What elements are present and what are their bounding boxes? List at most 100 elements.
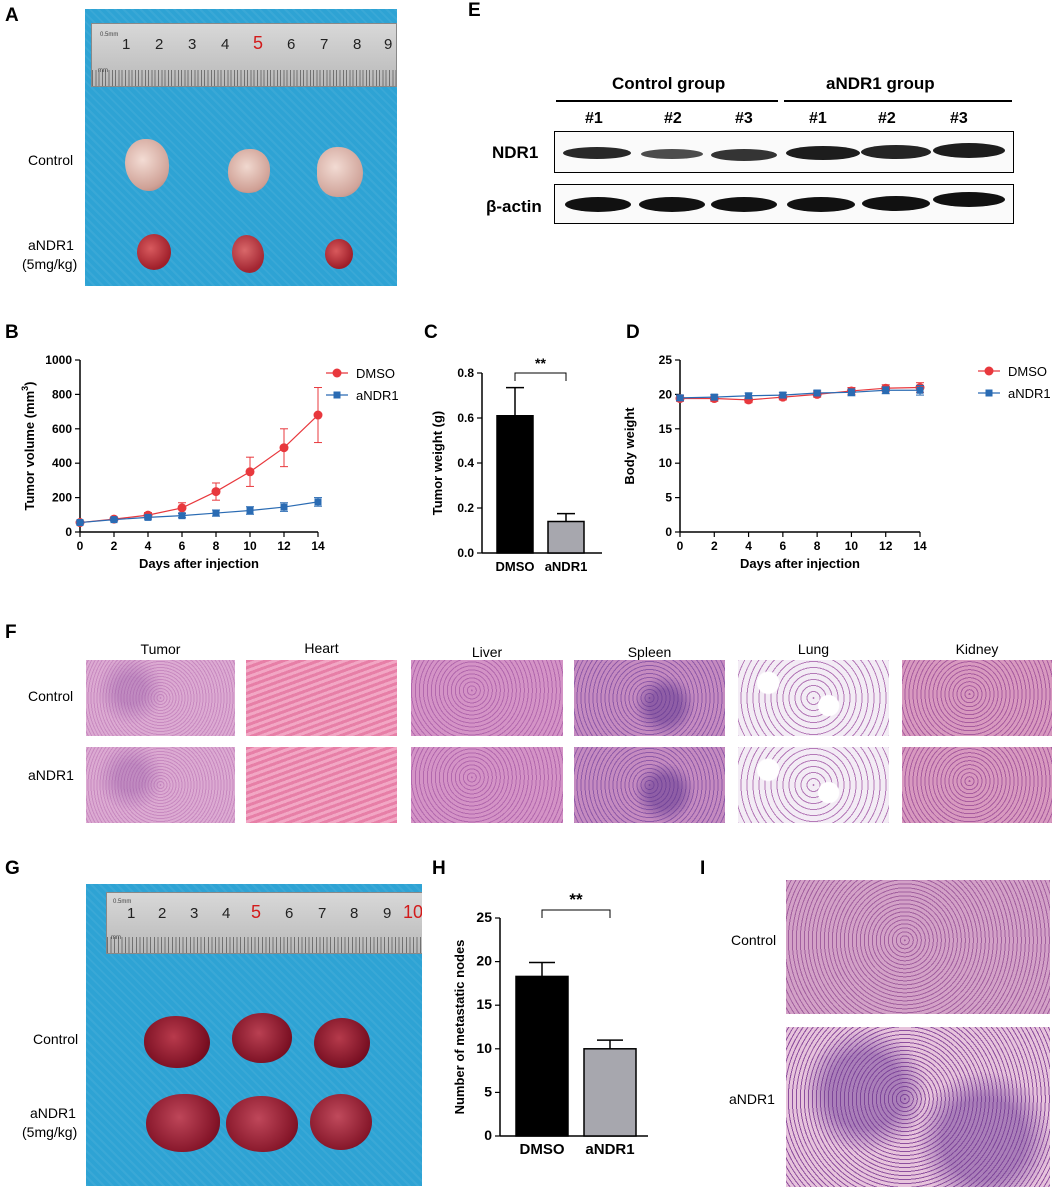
data-point xyxy=(279,443,289,453)
y-tick-label: 0.0 xyxy=(457,546,474,560)
chart-c: 0.0 0.2 0.4 0.6 0.8 DMSO aNDR1 ** Tumor weight (… xyxy=(430,355,602,574)
he-tissue-title: Tumor xyxy=(140,641,181,657)
he-tissue-title: Spleen xyxy=(627,644,672,660)
x-tick-label: 4 xyxy=(745,539,752,553)
x-tick-label: 14 xyxy=(311,539,325,553)
panel-a-row-control: Control xyxy=(28,152,74,168)
tumor-sample xyxy=(137,234,171,270)
he-image xyxy=(574,747,725,823)
y-tick-label: 5 xyxy=(484,1083,492,1099)
significance-label: ** xyxy=(535,355,546,371)
y-tick-label: 0.6 xyxy=(457,411,474,425)
wb-group-line xyxy=(556,100,778,102)
x-tick-label: 14 xyxy=(913,539,927,553)
panel-d-letter: D xyxy=(626,322,640,343)
panel-a-letter: A xyxy=(5,5,19,26)
bar xyxy=(547,520,585,554)
panel-g-row-andr1: aNDR1 xyxy=(30,1105,76,1121)
y-tick-label: 5 xyxy=(665,491,672,505)
he-tissue-title: Heart xyxy=(304,640,339,656)
wb-group-control: Control group xyxy=(612,74,726,93)
panel-f-row-andr1: aNDR1 xyxy=(28,767,74,783)
wb-row-ndr1: NDR1 xyxy=(492,143,539,162)
x-tick-label: 10 xyxy=(845,539,859,553)
he-image xyxy=(411,660,563,736)
he-image xyxy=(411,747,563,823)
x-tick-label: 10 xyxy=(243,539,257,553)
x-tick-label: 8 xyxy=(814,539,821,553)
y-tick-label: 600 xyxy=(52,422,72,436)
category-label: DMSO xyxy=(496,559,535,574)
legend-label: aNDR1 xyxy=(356,388,399,403)
data-point xyxy=(245,467,255,477)
y-axis-label: Tumor volume (mm3) xyxy=(20,381,37,510)
legend-label: aNDR1 xyxy=(1008,386,1051,401)
x-tick-label: 8 xyxy=(213,539,220,553)
ruler-number: 4 xyxy=(222,905,231,922)
y-tick-label: 200 xyxy=(52,491,72,505)
he-tissue-title: Lung xyxy=(797,641,830,657)
data-point xyxy=(676,394,684,402)
ruler-number: 5 xyxy=(253,33,264,53)
he-image-i-andr1 xyxy=(786,1027,1050,1187)
ruler-number: 3 xyxy=(188,36,197,53)
y-axis-label: Tumor weight (g) xyxy=(430,411,445,515)
data-point xyxy=(916,386,924,394)
data-point xyxy=(110,516,118,524)
data-point xyxy=(314,498,322,506)
legend-marker xyxy=(985,389,993,397)
wb-row-actin: β-actin xyxy=(486,197,542,216)
data-point xyxy=(847,388,855,396)
wb-actin-blot xyxy=(554,184,1014,224)
panel-g-row-andr1-dose: (5mg/kg) xyxy=(22,1124,78,1140)
data-point xyxy=(144,513,152,521)
ruler-number: 7 xyxy=(318,905,327,922)
data-point xyxy=(177,503,187,513)
panel-i-row-andr1: aNDR1 xyxy=(729,1091,775,1107)
he-image xyxy=(86,660,235,736)
chart-h: 0 5 10 15 20 25 DMSO aNDR1 ** Number of metastati… xyxy=(452,890,648,1158)
series-line xyxy=(79,501,319,524)
wb-lane-label: #1 xyxy=(585,110,603,127)
ruler-small-text: 0.5mm xyxy=(100,32,119,38)
ruler-number: 6 xyxy=(287,36,296,53)
he-image xyxy=(902,747,1052,823)
x-tick-label: 12 xyxy=(879,539,893,553)
legend-label: DMSO xyxy=(1008,364,1047,379)
y-axis-label: Number of metastatic nodes xyxy=(452,940,467,1115)
ruler-number: 6 xyxy=(285,905,294,922)
data-point xyxy=(882,386,890,394)
he-image xyxy=(86,747,235,823)
data-point xyxy=(779,391,787,399)
ruler-number: 5 xyxy=(251,902,262,922)
legend-marker xyxy=(333,391,341,399)
ruler-number: 8 xyxy=(353,36,362,53)
panel-h-letter: H xyxy=(432,858,446,879)
data-point xyxy=(313,410,323,420)
bar xyxy=(496,415,534,554)
wb-lane-label: #3 xyxy=(950,110,968,127)
panel-g-lung-photo: 0.5mm mm 1 2 3 4 5 6 7 8 9 10 xyxy=(86,884,422,1186)
significance-bracket xyxy=(541,909,611,918)
legend-label: DMSO xyxy=(356,366,395,381)
ruler-number: 8 xyxy=(350,905,359,922)
ruler-small-text: 0.5mm xyxy=(113,899,132,905)
x-tick-label: 6 xyxy=(780,539,787,553)
x-tick-label: 2 xyxy=(711,539,718,553)
x-tick-label: 2 xyxy=(111,539,118,553)
ruler-number: 10 xyxy=(403,902,422,922)
y-tick-label: 20 xyxy=(659,387,673,401)
data-point xyxy=(280,503,288,511)
ruler-number: 3 xyxy=(190,905,199,922)
y-tick-label: 0 xyxy=(665,525,672,539)
wb-lane-label: #3 xyxy=(735,110,753,127)
y-tick-label: 20 xyxy=(476,953,492,969)
data-point xyxy=(76,519,84,527)
he-image xyxy=(738,747,889,823)
panel-a-row-andr1-dose: (5mg/kg) xyxy=(22,256,78,272)
ruler: 0.5mm mm 1 2 3 4 5 6 7 8 9 10 xyxy=(106,892,422,954)
panel-g-letter: G xyxy=(5,858,20,879)
ruler-number: 9 xyxy=(384,36,393,53)
wb-lane-label: #1 xyxy=(809,110,827,127)
wb-lane-label: #2 xyxy=(664,110,682,127)
